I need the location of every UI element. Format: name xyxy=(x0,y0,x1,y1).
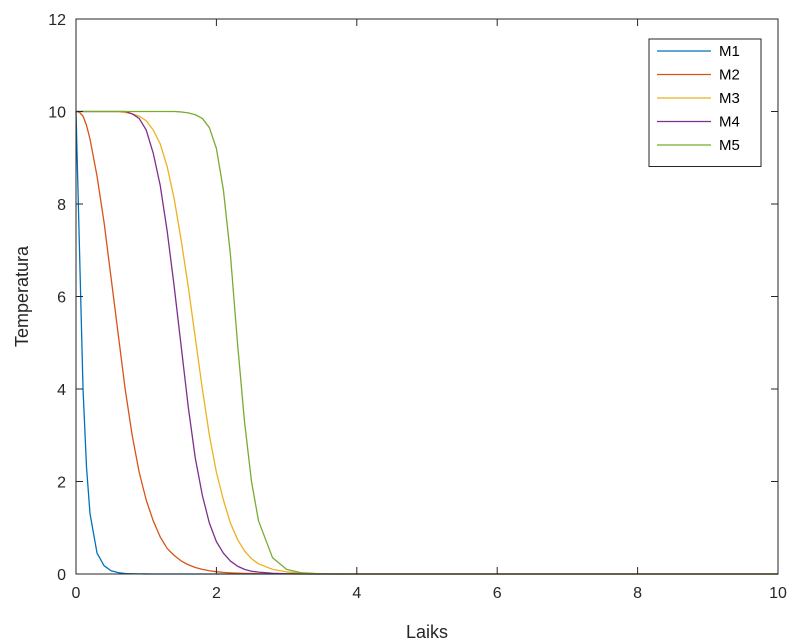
x-tick-label: 2 xyxy=(212,585,221,602)
legend-label-m4: M4 xyxy=(719,114,740,131)
legend-label-m5: M5 xyxy=(719,137,740,154)
y-axis-title: Temperatura xyxy=(12,245,32,347)
legend-label-m3: M3 xyxy=(719,90,740,107)
y-tick-label: 4 xyxy=(57,382,66,399)
x-tick-label: 6 xyxy=(493,585,502,602)
y-tick-label: 6 xyxy=(57,290,66,307)
x-axis-title: Laiks xyxy=(406,622,448,642)
x-tick-label: 0 xyxy=(72,585,81,602)
y-tick-label: 0 xyxy=(57,567,66,584)
legend-box xyxy=(648,38,762,167)
y-tick-label: 2 xyxy=(57,475,66,492)
legend-label-m1: M1 xyxy=(719,43,740,60)
y-tick-label: 10 xyxy=(48,105,66,122)
x-tick-label: 4 xyxy=(352,585,361,602)
x-tick-label: 8 xyxy=(633,585,642,602)
y-tick-label: 12 xyxy=(48,12,66,29)
ticks-group: 0 2 4 6 8 10 0 2 4 6 8 10 12 xyxy=(48,12,787,602)
x-tick-label: 10 xyxy=(769,585,787,602)
axis-labels-group: Laiks Temperatura xyxy=(12,245,448,642)
legend-label-m2: M2 xyxy=(719,67,740,84)
y-tick-label: 8 xyxy=(57,197,66,214)
legend: M1 M2 M3 M4 M5 xyxy=(648,38,762,167)
